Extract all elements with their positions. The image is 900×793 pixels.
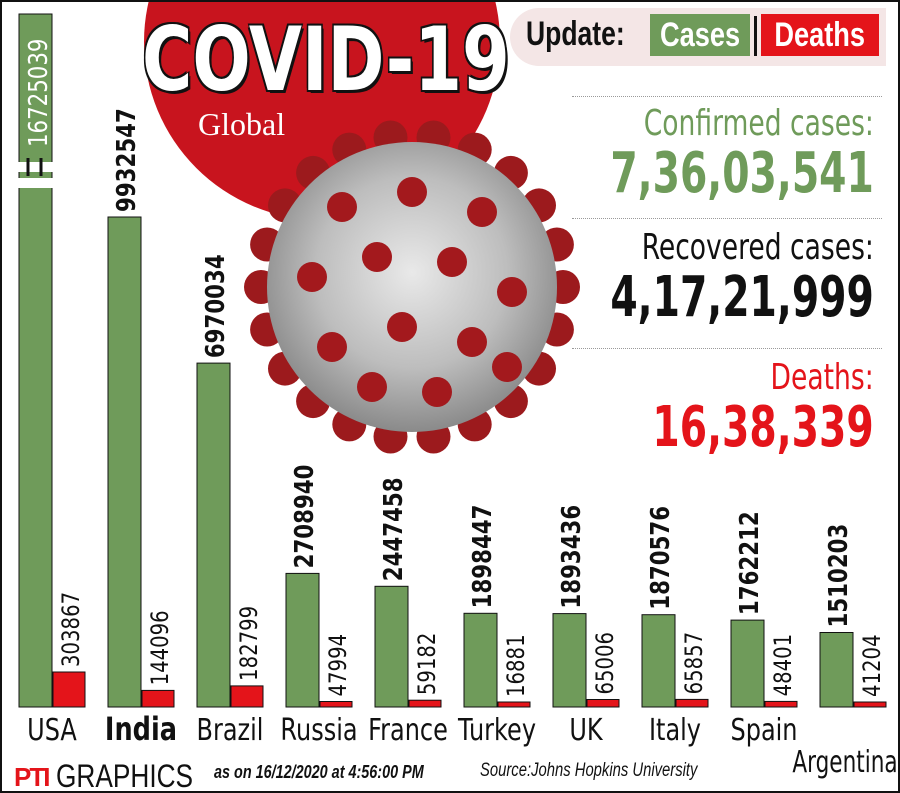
recovered-block: Recovered cases: 4,17,21,999 bbox=[536, 228, 874, 328]
cases-value-label: 2447458 bbox=[378, 477, 409, 581]
deaths-bar bbox=[497, 701, 531, 708]
source-credit: Source:Johns Hopkins University bbox=[480, 760, 698, 781]
category-label: Spain bbox=[730, 713, 797, 747]
virus-spike bbox=[492, 352, 522, 382]
cases-bar bbox=[819, 632, 854, 708]
cases-value-label: 1762212 bbox=[734, 511, 765, 615]
cases-value-label: 2708940 bbox=[289, 465, 320, 569]
deaths-value: 16,38,339 bbox=[652, 395, 874, 460]
deaths-bar bbox=[408, 699, 442, 708]
recovered-label: Recovered cases: bbox=[641, 227, 874, 268]
virus-spike bbox=[387, 312, 417, 342]
virus-spike bbox=[437, 247, 467, 277]
cases-key: Cases bbox=[650, 14, 750, 56]
virus-spike bbox=[467, 197, 497, 227]
cases-value-label: 16725039 bbox=[23, 39, 54, 147]
virus-spike bbox=[497, 277, 527, 307]
category-label: UK bbox=[569, 713, 603, 747]
deaths-bar bbox=[853, 701, 887, 708]
confirmed-block: Confirmed cases: 7,36,03,541 bbox=[536, 104, 874, 204]
deaths-bar bbox=[52, 671, 86, 708]
category-label: Brazil bbox=[197, 713, 264, 747]
pti-graphics-label: GRAPHICS bbox=[56, 758, 194, 793]
cases-bar bbox=[463, 612, 498, 708]
deaths-value-label: 41204 bbox=[859, 634, 886, 697]
cases-value-label: 1898447 bbox=[467, 505, 498, 609]
cases-bar bbox=[374, 585, 409, 708]
update-separator bbox=[754, 16, 757, 56]
deaths-value-label: 144096 bbox=[147, 610, 174, 685]
category-label: Turkey bbox=[457, 713, 536, 747]
category-label: Russia bbox=[280, 713, 357, 747]
deaths-bar bbox=[230, 685, 264, 708]
confirmed-value: 7,36,03,541 bbox=[610, 141, 874, 206]
category-label: Italy bbox=[649, 713, 701, 747]
cases-value-label: 9932547 bbox=[111, 108, 142, 212]
deaths-bar bbox=[586, 699, 620, 708]
cases-bar bbox=[196, 362, 231, 708]
cases-bar bbox=[18, 13, 53, 708]
deaths-bar bbox=[141, 689, 175, 708]
divider-bottom bbox=[572, 348, 882, 349]
cases-value-label: 1870576 bbox=[645, 506, 676, 610]
virus-spike bbox=[422, 377, 452, 407]
deaths-value-label: 59182 bbox=[414, 633, 441, 696]
virus-spike bbox=[297, 262, 327, 292]
deaths-value-label: 47994 bbox=[325, 634, 352, 697]
deaths-value-label: 182799 bbox=[236, 606, 263, 681]
divider-top bbox=[572, 96, 882, 97]
cases-bar bbox=[552, 613, 587, 708]
deaths-label: Deaths: bbox=[770, 357, 874, 398]
deaths-key-label: Deaths bbox=[774, 16, 866, 54]
virus-spike bbox=[357, 372, 387, 402]
virus-spike bbox=[362, 242, 392, 272]
deaths-key: Deaths bbox=[761, 14, 879, 56]
cases-bar bbox=[285, 572, 320, 708]
cases-bar bbox=[107, 216, 142, 708]
virus-spike bbox=[327, 192, 357, 222]
deaths-bar bbox=[319, 701, 353, 708]
cases-value-label: 1510203 bbox=[823, 524, 854, 628]
deaths-value-label: 303867 bbox=[58, 592, 85, 667]
virus-spike bbox=[457, 327, 487, 357]
deaths-value-label: 48401 bbox=[770, 634, 797, 697]
category-label: France bbox=[368, 713, 448, 747]
footer: PTI GRAPHICS as on 16/12/2020 at 4:56:00… bbox=[2, 754, 898, 791]
cases-bar bbox=[730, 619, 765, 708]
cases-value-label: 1893436 bbox=[556, 505, 587, 609]
update-label: Update: bbox=[526, 15, 625, 53]
cases-bar bbox=[641, 614, 676, 708]
deaths-value-label: 65857 bbox=[681, 632, 708, 695]
deaths-value-label: 16881 bbox=[503, 634, 530, 697]
category-label: Argentina bbox=[792, 746, 897, 780]
cases-value-label: 6970034 bbox=[200, 254, 231, 358]
divider-middle bbox=[572, 218, 882, 219]
deaths-bar bbox=[764, 700, 798, 708]
as-on-date: as on 16/12/2020 at 4:56:00 PM bbox=[214, 762, 424, 782]
axis-break-gap bbox=[17, 178, 54, 188]
confirmed-label: Confirmed cases: bbox=[643, 103, 874, 144]
update-banner: Update: Cases Deaths bbox=[510, 8, 886, 66]
category-label: USA bbox=[27, 713, 77, 747]
deaths-value-label: 65006 bbox=[592, 632, 619, 695]
axis-break-gap bbox=[17, 162, 54, 172]
subtitle: Global bbox=[198, 106, 286, 142]
deaths-bar bbox=[675, 698, 709, 708]
recovered-value: 4,17,21,999 bbox=[610, 265, 874, 330]
title: COVID-19 bbox=[142, 8, 510, 111]
virus-spike bbox=[317, 332, 347, 362]
cases-key-label: Cases bbox=[660, 16, 741, 54]
category-label: India bbox=[105, 710, 177, 748]
virus-spike bbox=[397, 177, 427, 207]
pti-logo: PTI bbox=[14, 762, 50, 792]
deaths-block: Deaths: 16,38,339 bbox=[590, 358, 874, 458]
